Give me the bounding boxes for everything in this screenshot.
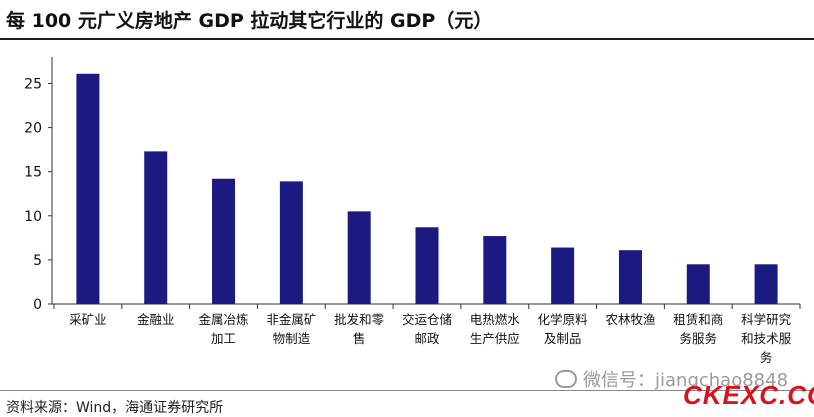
x-category-label: 务服务 [680,331,718,346]
bar [551,247,575,304]
footer-divider [0,390,814,391]
x-category-label: 生产供应 [470,331,520,346]
y-tick-label: 25 [24,76,42,92]
y-tick-label: 20 [24,121,42,137]
x-category-label: 及制品 [544,331,582,346]
x-category-label: 租赁和商 [673,312,723,327]
bar [144,151,168,304]
watermark-text: 微信号：jiangchao8848 [583,370,789,391]
x-category-label: 金属冶炼 [199,312,249,327]
title-divider [0,38,814,40]
x-category-label: 采矿业 [69,312,107,327]
bar [415,227,439,304]
bar [279,181,303,304]
source-note: 资料来源：Wind，海通证券研究所 [6,400,224,416]
x-category-label: 物制造 [273,331,311,346]
y-tick-label: 5 [33,253,42,269]
x-category-label: 务 [760,350,773,365]
wechat-watermark: 微信号：jiangchao8848 [555,366,788,392]
x-category-label: 科学研究 [741,312,792,327]
x-category-label: 金融业 [137,312,175,327]
bar [686,264,710,304]
y-tick-label: 10 [24,209,42,225]
bar [347,211,371,304]
x-category-label: 农林牧渔 [605,312,655,327]
x-category-label: 交运仓储 [402,312,452,327]
x-category-label: 化学原料 [538,312,589,327]
chart-title: 每 100 元广义房地产 GDP 拉动其它行业的 GDP（元） [6,10,493,32]
wechat-icon [555,370,577,388]
x-category-label: 加工 [211,331,236,346]
bar [212,178,236,304]
bar [754,264,778,304]
x-category-label: 邮政 [414,331,440,346]
x-category-label: 和技术服 [741,331,792,346]
bar [618,250,642,304]
brand-logo: CKEXC.COM [683,380,814,410]
x-category-label: 售 [353,331,366,346]
y-tick-label: 15 [24,165,42,181]
x-category-label: 批发和零 [334,312,385,327]
bar [483,236,507,304]
x-category-label: 非金属矿 [266,312,316,327]
y-tick-label: 0 [33,297,42,313]
bar [76,73,100,304]
x-category-label: 电热燃水 [470,312,521,327]
